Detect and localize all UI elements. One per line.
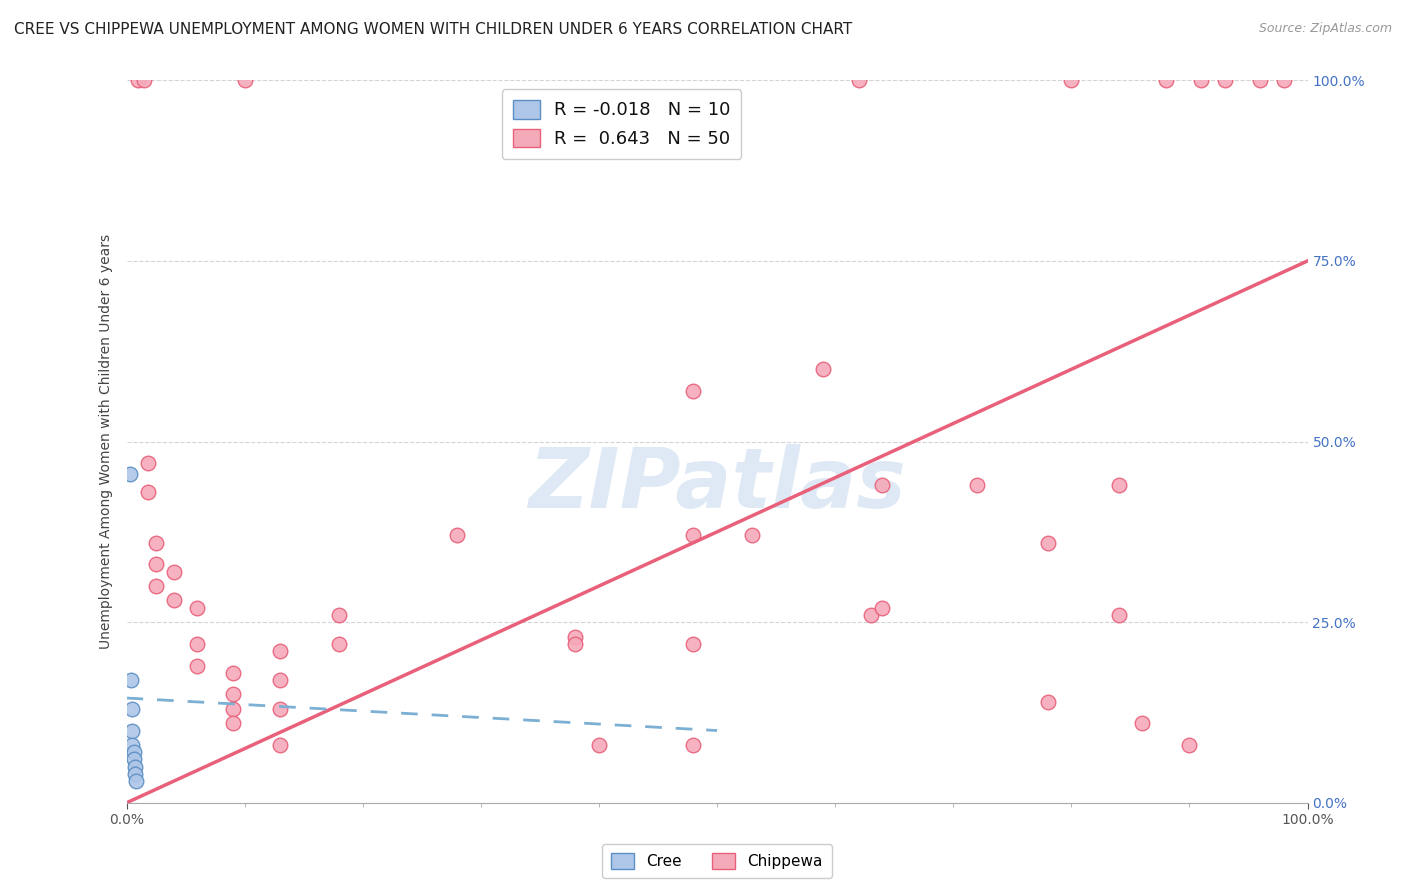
Point	[328, 637, 350, 651]
Point	[222, 716, 245, 731]
Point	[269, 738, 291, 752]
Point	[136, 456, 159, 470]
Point	[848, 73, 870, 87]
Point	[446, 528, 468, 542]
Point	[186, 637, 208, 651]
Legend: Cree, Chippewa: Cree, Chippewa	[602, 844, 832, 879]
Point	[328, 607, 350, 622]
Point	[813, 362, 835, 376]
Point	[859, 607, 882, 622]
Point	[121, 723, 143, 738]
Point	[122, 752, 145, 766]
Point	[134, 73, 156, 87]
Point	[222, 702, 245, 716]
Point	[120, 467, 142, 481]
Point	[1108, 607, 1130, 622]
Point	[121, 738, 143, 752]
Point	[682, 384, 704, 398]
Point	[966, 478, 988, 492]
Point	[1154, 73, 1177, 87]
Point	[269, 673, 291, 687]
Point	[127, 73, 149, 87]
Point	[1108, 478, 1130, 492]
Point	[145, 579, 167, 593]
Point	[269, 702, 291, 716]
Point	[222, 687, 245, 701]
Point	[163, 565, 186, 579]
Point	[1060, 73, 1083, 87]
Point	[145, 558, 167, 572]
Point	[1249, 73, 1271, 87]
Point	[588, 738, 610, 752]
Point	[564, 637, 586, 651]
Point	[872, 478, 894, 492]
Point	[872, 600, 894, 615]
Point	[145, 535, 167, 549]
Point	[1036, 695, 1059, 709]
Point	[233, 73, 256, 87]
Point	[124, 767, 146, 781]
Point	[1272, 73, 1295, 87]
Point	[1130, 716, 1153, 731]
Point	[163, 593, 186, 607]
Text: Source: ZipAtlas.com: Source: ZipAtlas.com	[1258, 22, 1392, 36]
Point	[125, 774, 148, 789]
Point	[682, 637, 704, 651]
Point	[1213, 73, 1236, 87]
Point	[564, 630, 586, 644]
Point	[1189, 73, 1212, 87]
Point	[1036, 535, 1059, 549]
Point	[186, 600, 208, 615]
Point	[222, 665, 245, 680]
Point	[121, 702, 143, 716]
Point	[682, 528, 704, 542]
Point	[124, 760, 146, 774]
Text: ZIPatlas: ZIPatlas	[529, 444, 905, 525]
Point	[1178, 738, 1201, 752]
Point	[682, 738, 704, 752]
Point	[120, 673, 142, 687]
Y-axis label: Unemployment Among Women with Children Under 6 years: Unemployment Among Women with Children U…	[100, 234, 114, 649]
Point	[122, 745, 145, 759]
Point	[269, 644, 291, 658]
Point	[186, 658, 208, 673]
Point	[136, 485, 159, 500]
Point	[741, 528, 763, 542]
Text: CREE VS CHIPPEWA UNEMPLOYMENT AMONG WOMEN WITH CHILDREN UNDER 6 YEARS CORRELATIO: CREE VS CHIPPEWA UNEMPLOYMENT AMONG WOME…	[14, 22, 852, 37]
